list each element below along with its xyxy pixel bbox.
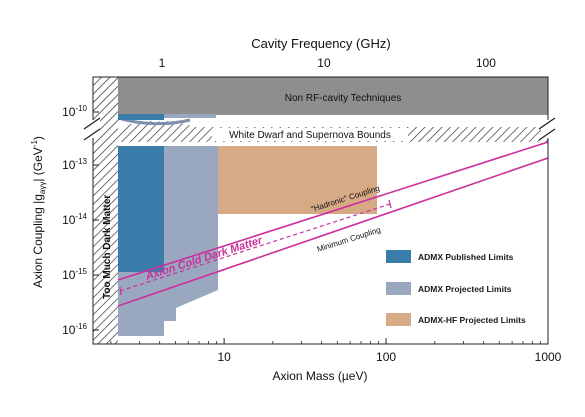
top-tick-label-0: 1 — [159, 56, 166, 70]
top-axis-title: Cavity Frequency (GHz) — [251, 36, 390, 51]
limit-regions — [118, 146, 377, 336]
admx-hf-region — [218, 146, 377, 214]
axis-break-right — [538, 117, 556, 141]
legend-swatch-admx-projected — [386, 282, 411, 295]
x-tick-label-2: 1000 — [535, 350, 562, 364]
x-tick-label-1: 100 — [376, 350, 396, 364]
lower-y-tick-label-2: 10-15 — [62, 267, 87, 282]
non-rf-cavity-label: Non RF-cavity Techniques — [285, 93, 402, 104]
legend-label-admx-published: ADMX Published Limits — [418, 252, 514, 262]
lower-y-tick-label-0: 10-13 — [62, 157, 87, 172]
top-tick-label-1: 10 — [317, 56, 331, 70]
legend: ADMX Published Limits ADMX Projected Lim… — [386, 250, 526, 326]
lower-y-tick-label-3: 10-16 — [62, 322, 87, 337]
top-tick-label-2: 100 — [476, 56, 496, 70]
axis-break-left — [83, 117, 101, 141]
white-dwarf-supernova-label: White Dwarf and Supernova Bounds — [229, 130, 391, 141]
legend-label-admx-hf: ADMX-HF Projected Limits — [418, 315, 526, 325]
too-much-dark-matter-label: Too Much Dark Matter — [102, 195, 113, 299]
kszv-line — [117, 141, 548, 281]
admx-published-region — [118, 146, 164, 272]
y-axis-title: Axion Coupling |gaγγ| (GeV-1) — [30, 136, 47, 288]
minimum-coupling-line — [117, 157, 548, 307]
legend-swatch-admx-published — [386, 250, 411, 263]
hadronic-coupling-line — [119, 203, 391, 292]
x-tick-label-0: 10 — [217, 350, 231, 364]
legend-swatch-admx-hf — [386, 313, 411, 326]
upper-y-tick-label-0: 10-10 — [62, 104, 87, 119]
non-rf-cavity-region — [118, 77, 548, 115]
legend-label-admx-projected: ADMX Projected Limits — [418, 284, 512, 294]
x-axis-title: Axion Mass (µeV) — [273, 369, 368, 383]
lower-y-tick-label-1: 10-14 — [62, 212, 87, 227]
